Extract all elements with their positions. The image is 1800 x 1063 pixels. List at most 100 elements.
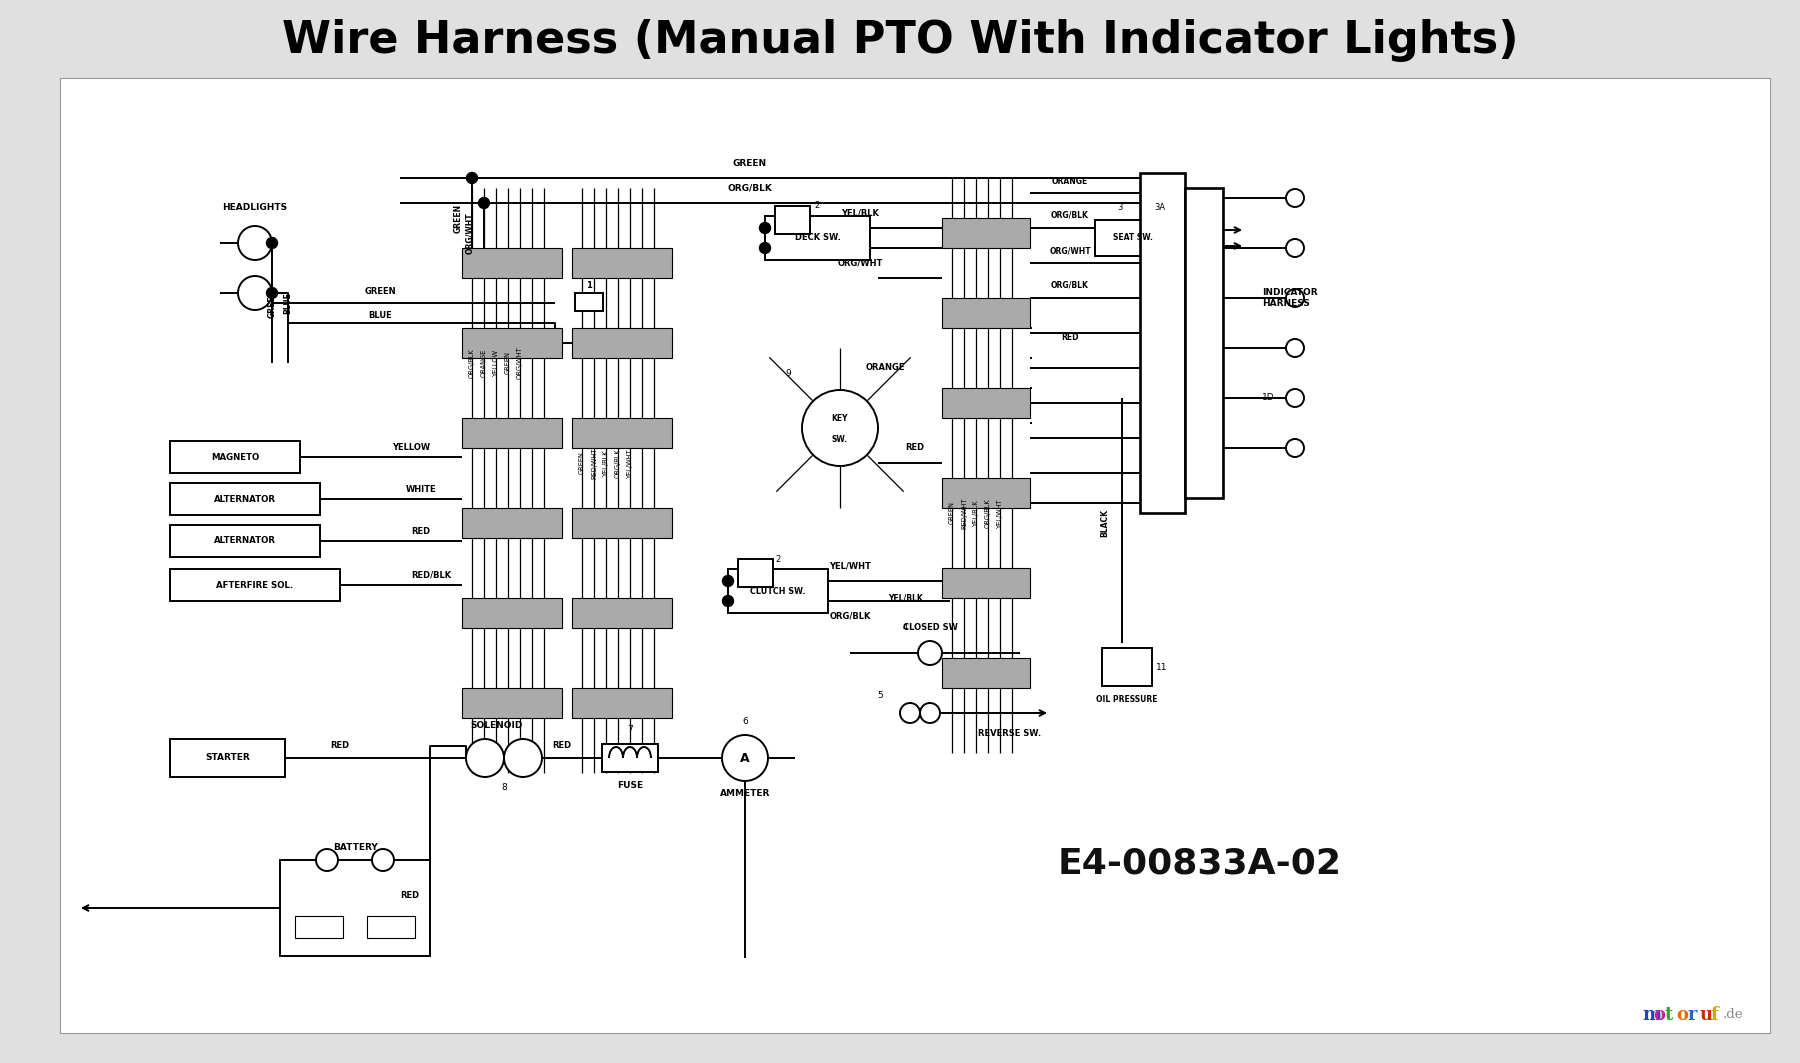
Circle shape xyxy=(317,849,338,871)
Circle shape xyxy=(238,226,272,260)
Bar xyxy=(727,569,828,613)
Text: AMMETER: AMMETER xyxy=(720,790,770,798)
Text: ORG/WHT: ORG/WHT xyxy=(466,213,475,254)
Text: ORG/BLK: ORG/BLK xyxy=(985,499,992,528)
Bar xyxy=(169,739,284,777)
Text: 8: 8 xyxy=(500,783,508,793)
Bar xyxy=(941,218,1030,248)
Circle shape xyxy=(1285,289,1303,307)
Text: E4-00833A-02: E4-00833A-02 xyxy=(1058,846,1343,880)
Text: YEL/BLK: YEL/BLK xyxy=(974,500,979,526)
Circle shape xyxy=(1285,339,1303,357)
Text: ORG/BLK: ORG/BLK xyxy=(470,349,475,377)
Text: GREEN: GREEN xyxy=(506,352,511,374)
Text: GREEN: GREEN xyxy=(454,203,463,233)
Circle shape xyxy=(918,641,941,665)
Text: BLACK: BLACK xyxy=(1100,509,1109,537)
Text: YELLOW: YELLOW xyxy=(493,350,499,376)
Bar xyxy=(367,916,416,938)
Bar xyxy=(572,598,671,628)
Text: GREEN: GREEN xyxy=(364,287,396,296)
Circle shape xyxy=(803,390,878,466)
Text: DECK SW.: DECK SW. xyxy=(794,234,841,242)
Text: u: u xyxy=(1699,1006,1712,1024)
Circle shape xyxy=(760,222,770,234)
Bar xyxy=(463,598,562,628)
Text: WHITE: WHITE xyxy=(405,485,436,493)
Text: YELLOW: YELLOW xyxy=(392,442,430,452)
Text: STARTER: STARTER xyxy=(205,754,250,762)
Text: Wire Harness (Manual PTO With Indicator Lights): Wire Harness (Manual PTO With Indicator … xyxy=(281,19,1519,63)
Text: BLUE: BLUE xyxy=(284,292,292,314)
Text: RED: RED xyxy=(400,892,419,900)
Text: r: r xyxy=(1688,1006,1697,1024)
Text: MAGNETO: MAGNETO xyxy=(211,453,259,461)
Text: RED/WHT: RED/WHT xyxy=(590,448,598,478)
Text: ORANGE: ORANGE xyxy=(1051,176,1089,186)
Circle shape xyxy=(722,735,769,781)
Bar xyxy=(295,916,344,938)
Circle shape xyxy=(1285,239,1303,257)
Text: 7: 7 xyxy=(626,726,634,735)
Text: o: o xyxy=(1654,1006,1665,1024)
Text: YEL/BLK: YEL/BLK xyxy=(841,208,878,218)
Text: o: o xyxy=(1676,1006,1688,1024)
Text: ORG/BLK: ORG/BLK xyxy=(1051,210,1089,219)
Bar xyxy=(941,568,1030,598)
Text: FUSE: FUSE xyxy=(617,781,643,791)
Bar xyxy=(941,298,1030,328)
Text: ORG/BLK: ORG/BLK xyxy=(1051,281,1089,289)
Text: CLUTCH SW.: CLUTCH SW. xyxy=(751,587,806,595)
Text: 2: 2 xyxy=(814,202,819,210)
Text: t: t xyxy=(1665,1006,1674,1024)
Text: ORG/WHT: ORG/WHT xyxy=(837,258,882,268)
Text: GREEN: GREEN xyxy=(580,452,585,474)
Bar xyxy=(941,478,1030,508)
Text: YEL/BLK: YEL/BLK xyxy=(603,450,608,476)
Circle shape xyxy=(1285,189,1303,207)
Text: ORG/BLK: ORG/BLK xyxy=(727,184,772,192)
Bar xyxy=(169,525,320,557)
Bar xyxy=(941,388,1030,418)
Text: 5: 5 xyxy=(877,691,882,699)
Circle shape xyxy=(722,575,734,587)
Circle shape xyxy=(266,237,277,249)
Bar xyxy=(574,293,603,311)
Bar xyxy=(281,860,430,956)
Text: CLOSED SW: CLOSED SW xyxy=(902,624,958,632)
Text: 4: 4 xyxy=(902,624,907,632)
Circle shape xyxy=(504,739,542,777)
Text: RED/WHT: RED/WHT xyxy=(961,497,967,528)
Text: 3: 3 xyxy=(1118,203,1123,213)
Bar xyxy=(1184,188,1222,497)
Text: 11: 11 xyxy=(1156,663,1168,673)
Bar xyxy=(776,206,810,234)
Bar xyxy=(169,483,320,514)
Bar xyxy=(463,248,562,279)
Text: 3A: 3A xyxy=(1154,203,1166,213)
Text: GREEN: GREEN xyxy=(733,158,767,168)
Text: SW.: SW. xyxy=(832,436,848,444)
Text: AFTERFIRE SOL.: AFTERFIRE SOL. xyxy=(216,580,293,590)
Text: ALTERNATOR: ALTERNATOR xyxy=(214,494,275,504)
Text: ORANGE: ORANGE xyxy=(481,349,488,377)
Text: ORANGE: ORANGE xyxy=(866,364,905,372)
Bar xyxy=(59,78,1769,1033)
Bar xyxy=(169,441,301,473)
Text: RED: RED xyxy=(331,741,349,749)
Text: YEL/BLK: YEL/BLK xyxy=(887,593,922,603)
Text: 1: 1 xyxy=(587,281,592,289)
Bar xyxy=(1139,173,1184,513)
Text: 1D: 1D xyxy=(1262,393,1274,403)
Text: KEY: KEY xyxy=(832,414,848,422)
Bar xyxy=(941,658,1030,688)
Text: ORG/WHT: ORG/WHT xyxy=(517,347,524,379)
Bar xyxy=(1102,648,1152,686)
Bar xyxy=(1094,220,1170,256)
Circle shape xyxy=(238,276,272,310)
Text: GREEN: GREEN xyxy=(949,502,956,524)
Bar xyxy=(463,328,562,358)
Text: YEL/WHT: YEL/WHT xyxy=(830,561,871,571)
Circle shape xyxy=(466,739,504,777)
Text: ORG/WHT: ORG/WHT xyxy=(1049,247,1091,255)
